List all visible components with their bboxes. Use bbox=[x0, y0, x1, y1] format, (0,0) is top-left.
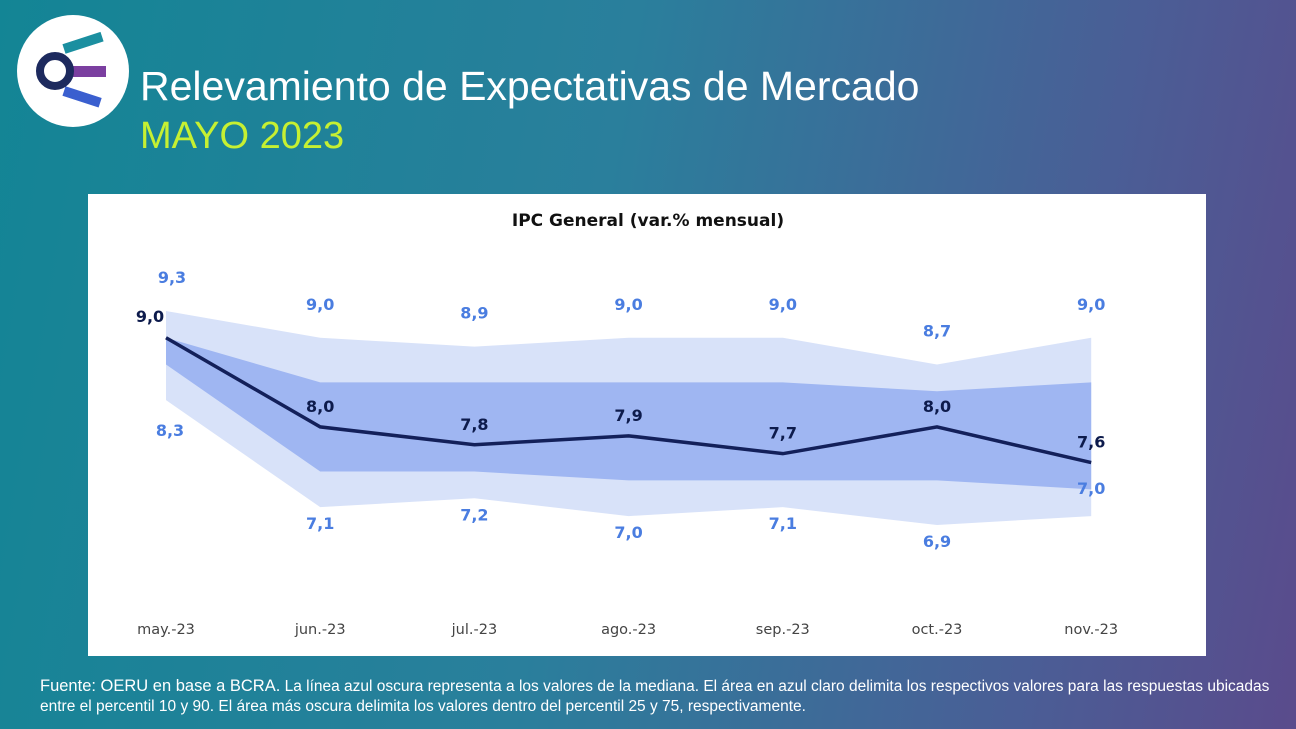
x-tick-label: may.-23 bbox=[137, 622, 195, 638]
median-label: 7,9 bbox=[614, 406, 642, 425]
footnote-text: La línea azul oscura representa a los va… bbox=[40, 678, 1270, 715]
p90-label: 9,0 bbox=[306, 295, 334, 314]
median-label: 7,7 bbox=[769, 424, 797, 443]
p10-label: 8,3 bbox=[156, 421, 184, 440]
logo bbox=[17, 15, 129, 127]
median-label: 8,0 bbox=[306, 397, 334, 416]
p90-label: 9,3 bbox=[158, 268, 186, 287]
x-tick-label: ago.-23 bbox=[601, 622, 656, 638]
footnote-source: Fuente: OERU en base a BCRA. bbox=[40, 677, 281, 695]
p90-label: 8,7 bbox=[923, 322, 951, 341]
p90-label: 8,9 bbox=[460, 304, 488, 323]
plot: may.-23 9,0 9,3 8,3 jun.-23 8,0 9,0 7,1 jul.-23 7… bbox=[136, 268, 1118, 638]
p10-label: 7,1 bbox=[306, 514, 334, 533]
p90-label: 9,0 bbox=[1077, 295, 1105, 314]
x-tick-label: oct.-23 bbox=[912, 622, 963, 638]
x-tick-label: jun.-23 bbox=[294, 622, 346, 638]
inner-band bbox=[166, 337, 1092, 490]
median-label: 9,0 bbox=[136, 307, 164, 326]
slide-subtitle: MAYO 2023 bbox=[140, 115, 344, 157]
p10-label: 7,0 bbox=[614, 523, 642, 542]
p10-label: 7,2 bbox=[460, 505, 488, 524]
median-label: 8,0 bbox=[923, 397, 951, 416]
p10-label: 7,1 bbox=[769, 514, 797, 533]
x-tick-label: nov.-23 bbox=[1064, 622, 1118, 638]
p90-label: 9,0 bbox=[614, 295, 642, 314]
chart-title: IPC General (var.% mensual) bbox=[512, 211, 784, 231]
x-tick-label: jul.-23 bbox=[451, 622, 498, 638]
p10-label: 7,0 bbox=[1077, 479, 1105, 498]
median-line bbox=[165, 336, 1092, 465]
median-label: 7,6 bbox=[1077, 433, 1105, 452]
median-label: 7,8 bbox=[460, 415, 488, 434]
footnote: Fuente: OERU en base a BCRA. La línea az… bbox=[40, 676, 1270, 717]
x-tick-label: sep.-23 bbox=[756, 622, 810, 638]
slide-title: Relevamiento de Expectativas de Mercado bbox=[140, 63, 919, 109]
p90-label: 9,0 bbox=[769, 295, 797, 314]
p10-label: 6,9 bbox=[923, 532, 951, 551]
